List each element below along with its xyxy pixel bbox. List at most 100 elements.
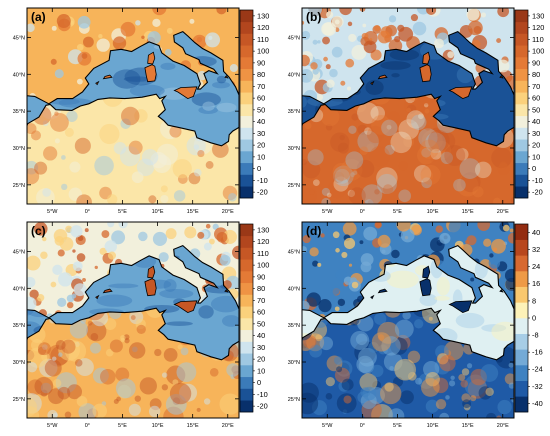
- lat-tick-label: 45°N: [288, 35, 300, 41]
- colorbar-tick-label: -32: [532, 382, 543, 391]
- colorbar-swatch: [240, 294, 253, 307]
- colorbar-swatch: [515, 33, 528, 46]
- lat-tick-label: 35°N: [288, 109, 300, 115]
- colorbar-swatch: [240, 80, 253, 93]
- colorbar-swatch: [240, 271, 253, 284]
- colorbar-tick-label: -10: [257, 176, 268, 185]
- colorbar-swatch: [515, 104, 528, 117]
- map-frame: [301, 7, 515, 205]
- colorbar-swatch: [515, 380, 528, 397]
- colorbar-swatch: [240, 21, 253, 34]
- lon-tick-label: 5°E: [393, 423, 402, 429]
- colorbar-swatch: [515, 68, 528, 81]
- coastline-south: [302, 93, 514, 147]
- lat-tick-label: 35°N: [13, 109, 25, 115]
- coastline-south: [27, 307, 239, 361]
- map-frame: [26, 221, 240, 419]
- colorbar-swatch: [240, 92, 253, 105]
- colorbar-tick-label: 50: [257, 105, 265, 114]
- colorbar-tick-label: 130: [532, 11, 544, 20]
- panel-label: (c): [31, 224, 46, 238]
- colorbar-tick-label: 70: [532, 82, 540, 91]
- panel-label: (b): [306, 10, 321, 24]
- lon-tick-label: 20°E: [497, 209, 509, 215]
- colorbar-tick-label: -20: [257, 188, 268, 197]
- colorbar-tick-label: 80: [257, 70, 265, 79]
- lat-tick-label: 25°N: [13, 397, 25, 403]
- colorbar-tick-label: 0: [532, 164, 536, 173]
- lon-tick-label: 10°E: [427, 423, 439, 429]
- lat-tick-label: 25°N: [288, 397, 300, 403]
- colorbar-swatch: [515, 162, 528, 175]
- colorbar-swatch: [240, 365, 253, 378]
- colorbar-swatch: [240, 68, 253, 81]
- lat-tick-label: 35°N: [13, 323, 25, 329]
- lat-tick-label: 35°N: [288, 323, 300, 329]
- colorbar-tick-label: -24: [532, 365, 543, 374]
- lat-tick-label: 30°N: [13, 360, 25, 366]
- colorbar-swatch: [240, 318, 253, 331]
- colorbar-swatch: [515, 127, 528, 140]
- colorbar-tick-label: 10: [257, 152, 265, 161]
- panel-label: (a): [31, 10, 46, 24]
- colorbar-swatch: [515, 57, 528, 70]
- colorbar-swatch: [515, 349, 528, 366]
- colorbar-swatch: [240, 104, 253, 117]
- colorbar-swatch: [240, 45, 253, 58]
- colorbar-swatch: [515, 302, 528, 319]
- colorbar-tick-label: 50: [532, 105, 540, 114]
- lon-tick-label: 5°W: [322, 209, 333, 215]
- lat-tick-label: 45°N: [288, 249, 300, 255]
- lat-tick-label: 45°N: [13, 249, 25, 255]
- colorbar-tick-label: 80: [257, 284, 265, 293]
- colorbar: 40 32 24 16 8 0 -8 -16 -24 -32 -40: [514, 223, 543, 413]
- colorbar-tick-label: 20: [257, 355, 265, 364]
- colorbar-swatch: [515, 318, 528, 334]
- colorbar-tick-label: 40: [257, 331, 265, 340]
- colorbar-swatch: [515, 92, 528, 105]
- colorbar-swatch: [240, 247, 253, 260]
- colorbar-swatch: [515, 239, 528, 256]
- colorbar-tick-label: 30: [532, 129, 540, 138]
- colorbar-swatch: [240, 400, 253, 413]
- map-field: [302, 8, 514, 204]
- coastline-north: [27, 30, 239, 105]
- colorbar-tick-label: 60: [257, 94, 265, 103]
- colorbar-swatch: [240, 10, 253, 23]
- colorbar-swatch: [240, 282, 253, 295]
- map-frame: [301, 221, 515, 419]
- lon-tick-label: 5°W: [322, 423, 333, 429]
- lon-tick-label: 15°E: [187, 209, 199, 215]
- colorbar-swatch: [240, 224, 253, 237]
- lon-tick-label: 20°E: [497, 423, 509, 429]
- colorbar-swatch: [515, 115, 528, 128]
- colorbar-swatch: [515, 45, 528, 58]
- colorbar-tick-label: -20: [532, 188, 543, 197]
- colorbar-swatch: [240, 259, 253, 272]
- lat-tick-label: 25°N: [13, 183, 25, 189]
- colorbar-swatch: [240, 235, 253, 248]
- colorbar-swatch: [240, 174, 253, 187]
- colorbar-swatch: [240, 162, 253, 175]
- lat-tick-label: 40°N: [13, 286, 25, 292]
- colorbar-swatch: [240, 306, 253, 319]
- colorbar-swatch: [240, 57, 253, 70]
- colorbar-tick-label: -16: [532, 348, 543, 357]
- lon-tick-label: 0°: [360, 423, 365, 429]
- lon-tick-label: 20°E: [222, 423, 234, 429]
- map-panel-2: (b) 45°N 40°N 35°N 30°N 25°N 5°W 0° 5°E 10°E 15°E 2…: [288, 7, 544, 215]
- colorbar-tick-label: 0: [257, 164, 261, 173]
- colorbar-tick-label: 90: [532, 58, 540, 67]
- colorbar-tick-label: 110: [257, 35, 269, 44]
- colorbar-swatch: [515, 174, 528, 187]
- lat-tick-label: 30°N: [288, 360, 300, 366]
- lon-tick-label: 5°E: [393, 209, 402, 215]
- lon-tick-label: 0°: [85, 423, 90, 429]
- colorbar-swatch: [515, 271, 528, 287]
- colorbar-swatch: [240, 127, 253, 140]
- colorbar-tick-label: 32: [532, 245, 540, 254]
- coastline-south: [27, 93, 239, 147]
- colorbar-swatch: [240, 115, 253, 128]
- lon-tick-label: 0°: [85, 209, 90, 215]
